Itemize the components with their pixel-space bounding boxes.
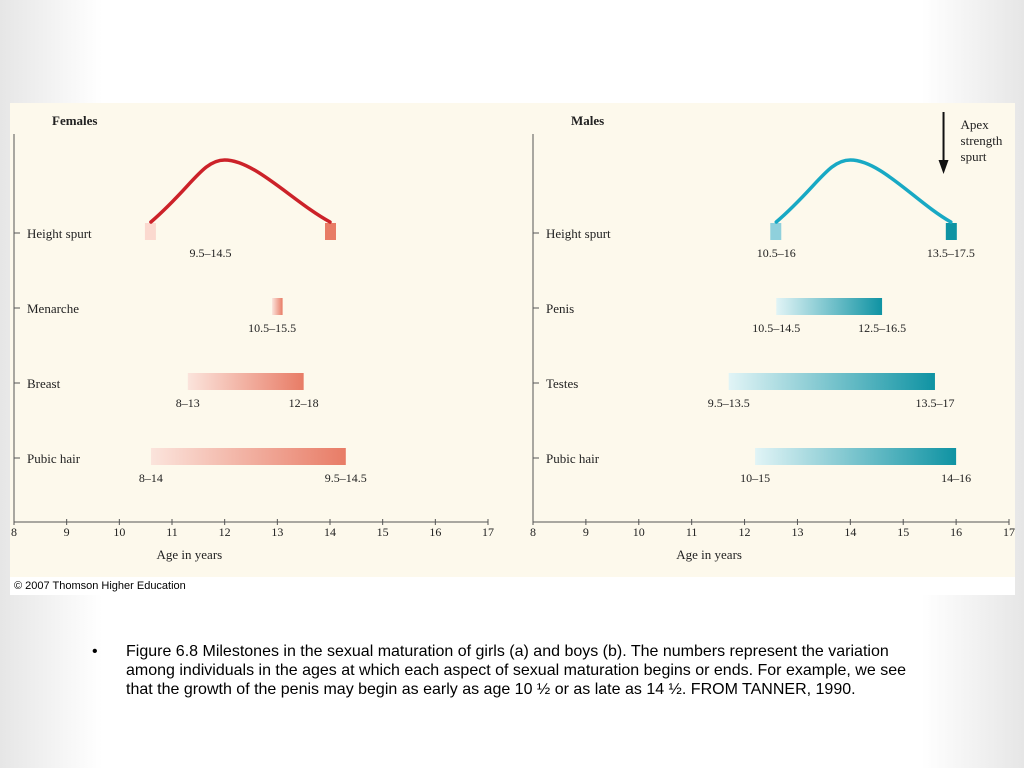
- range-bar: [150, 448, 346, 465]
- growth-curve: [149, 158, 332, 224]
- x-tick-label: 13: [791, 525, 803, 539]
- row-label: Menarche: [27, 301, 79, 316]
- range-bar: [187, 373, 304, 390]
- x-tick-label: 8: [11, 525, 17, 539]
- spurt-start-marker: [144, 223, 156, 240]
- range-label-start: 9.5–13.5: [708, 396, 750, 410]
- range-label-start: 8–13: [176, 396, 200, 410]
- x-tick-label: 17: [1003, 525, 1015, 539]
- x-tick-label: 10: [633, 525, 645, 539]
- range-bar: [776, 298, 883, 315]
- x-tick-label: 17: [482, 525, 494, 539]
- x-tick-label: 8: [530, 525, 536, 539]
- figure-caption: Figure 6.8 Milestones in the sexual matu…: [126, 643, 906, 698]
- row-label: Testes: [546, 376, 578, 391]
- bullet-glyph: •: [92, 643, 98, 660]
- range-label-end: 12–18: [289, 396, 319, 410]
- x-axis-label: Age in years: [157, 547, 223, 562]
- x-tick-label: 16: [950, 525, 962, 539]
- range-label-start: 10.5–14.5: [752, 321, 800, 335]
- spurt-start-marker: [770, 223, 782, 240]
- chart-title: Females: [52, 113, 97, 128]
- range-label-end: 9.5–14.5: [325, 471, 367, 485]
- range-label-end: 14–16: [941, 471, 971, 485]
- x-tick-label: 12: [739, 525, 751, 539]
- x-tick-label: 15: [897, 525, 909, 539]
- x-tick-label: 13: [271, 525, 283, 539]
- females-chart: Females 8 9 10 11 12 13 14 15 16 17 Age in years Hei…: [11, 113, 494, 562]
- range-label-end: 12.5–16.5: [858, 321, 906, 335]
- row-label: Pubic hair: [27, 451, 81, 466]
- row-label: Height spurt: [27, 226, 92, 241]
- credit-bar: [10, 577, 1015, 595]
- x-tick-label: 9: [64, 525, 70, 539]
- range-label-start: 10.5–16: [757, 246, 796, 260]
- x-tick-label: 14: [324, 525, 336, 539]
- x-tick-label: 15: [377, 525, 389, 539]
- males-chart: Males 8 9 10 11 12 13 14 15 16 17 Age in years Heigh…: [530, 112, 1015, 562]
- row-label: Breast: [27, 376, 61, 391]
- x-axis-label: Age in years: [676, 547, 742, 562]
- x-tick-label: 14: [844, 525, 856, 539]
- annotation-text: Apex strength spurt: [961, 117, 1003, 164]
- range-bar: [728, 373, 935, 390]
- range-bar: [755, 448, 957, 465]
- copyright-credit: © 2007 Thomson Higher Education: [14, 580, 186, 592]
- x-tick-label: 12: [219, 525, 231, 539]
- range-label-start: 8–14: [139, 471, 163, 485]
- annotation-arrow-head: [938, 160, 949, 174]
- range-label-start: 9.5–14.5: [189, 246, 231, 260]
- row-label: Pubic hair: [546, 451, 600, 466]
- range-label-start: 10.5–15.5: [248, 321, 296, 335]
- range-label-start: 10–15: [740, 471, 770, 485]
- x-tick-label: 11: [166, 525, 178, 539]
- growth-curve: [774, 158, 953, 224]
- range-bar: [272, 298, 283, 315]
- x-tick-label: 11: [686, 525, 698, 539]
- spurt-end-marker: [945, 223, 957, 240]
- row-label: Penis: [546, 301, 574, 316]
- figure-caption-block: • Figure 6.8 Milestones in the sexual ma…: [92, 642, 932, 699]
- x-tick-label: 16: [429, 525, 441, 539]
- row-label: Height spurt: [546, 226, 611, 241]
- figure-panel: [10, 103, 1015, 595]
- x-tick-label: 10: [113, 525, 125, 539]
- chart-title: Males: [571, 113, 604, 128]
- spurt-end-marker: [325, 223, 336, 240]
- range-label-end: 13.5–17.5: [927, 246, 975, 260]
- range-label-end: 13.5–17: [915, 396, 954, 410]
- x-tick-label: 9: [583, 525, 589, 539]
